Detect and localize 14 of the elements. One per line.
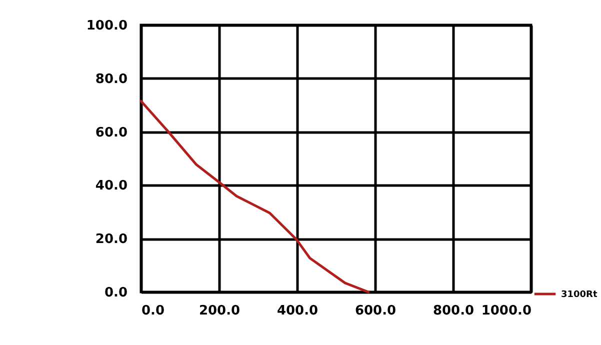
x-tick-label: 200.0 bbox=[198, 304, 240, 318]
line-series bbox=[140, 100, 370, 294]
y-tick-label: 100.0 bbox=[86, 18, 128, 34]
y-tick-label: 20.0 bbox=[95, 232, 128, 248]
y-tick-label: 80.0 bbox=[95, 72, 128, 87]
y-tick-label: 60.0 bbox=[95, 125, 128, 140]
x-tick-label: 1000.0 bbox=[481, 304, 532, 318]
legend-label: 3100Rt bbox=[561, 290, 598, 300]
y-tick-label: 40.0 bbox=[95, 178, 128, 194]
x-tick-label: 400.0 bbox=[276, 304, 318, 318]
y-tick-label: 0.0 bbox=[104, 286, 128, 300]
x-tick-label: 600.0 bbox=[354, 304, 396, 318]
x-tick-label: 800.0 bbox=[432, 304, 474, 318]
x-tick-label: 0.0 bbox=[142, 304, 165, 318]
